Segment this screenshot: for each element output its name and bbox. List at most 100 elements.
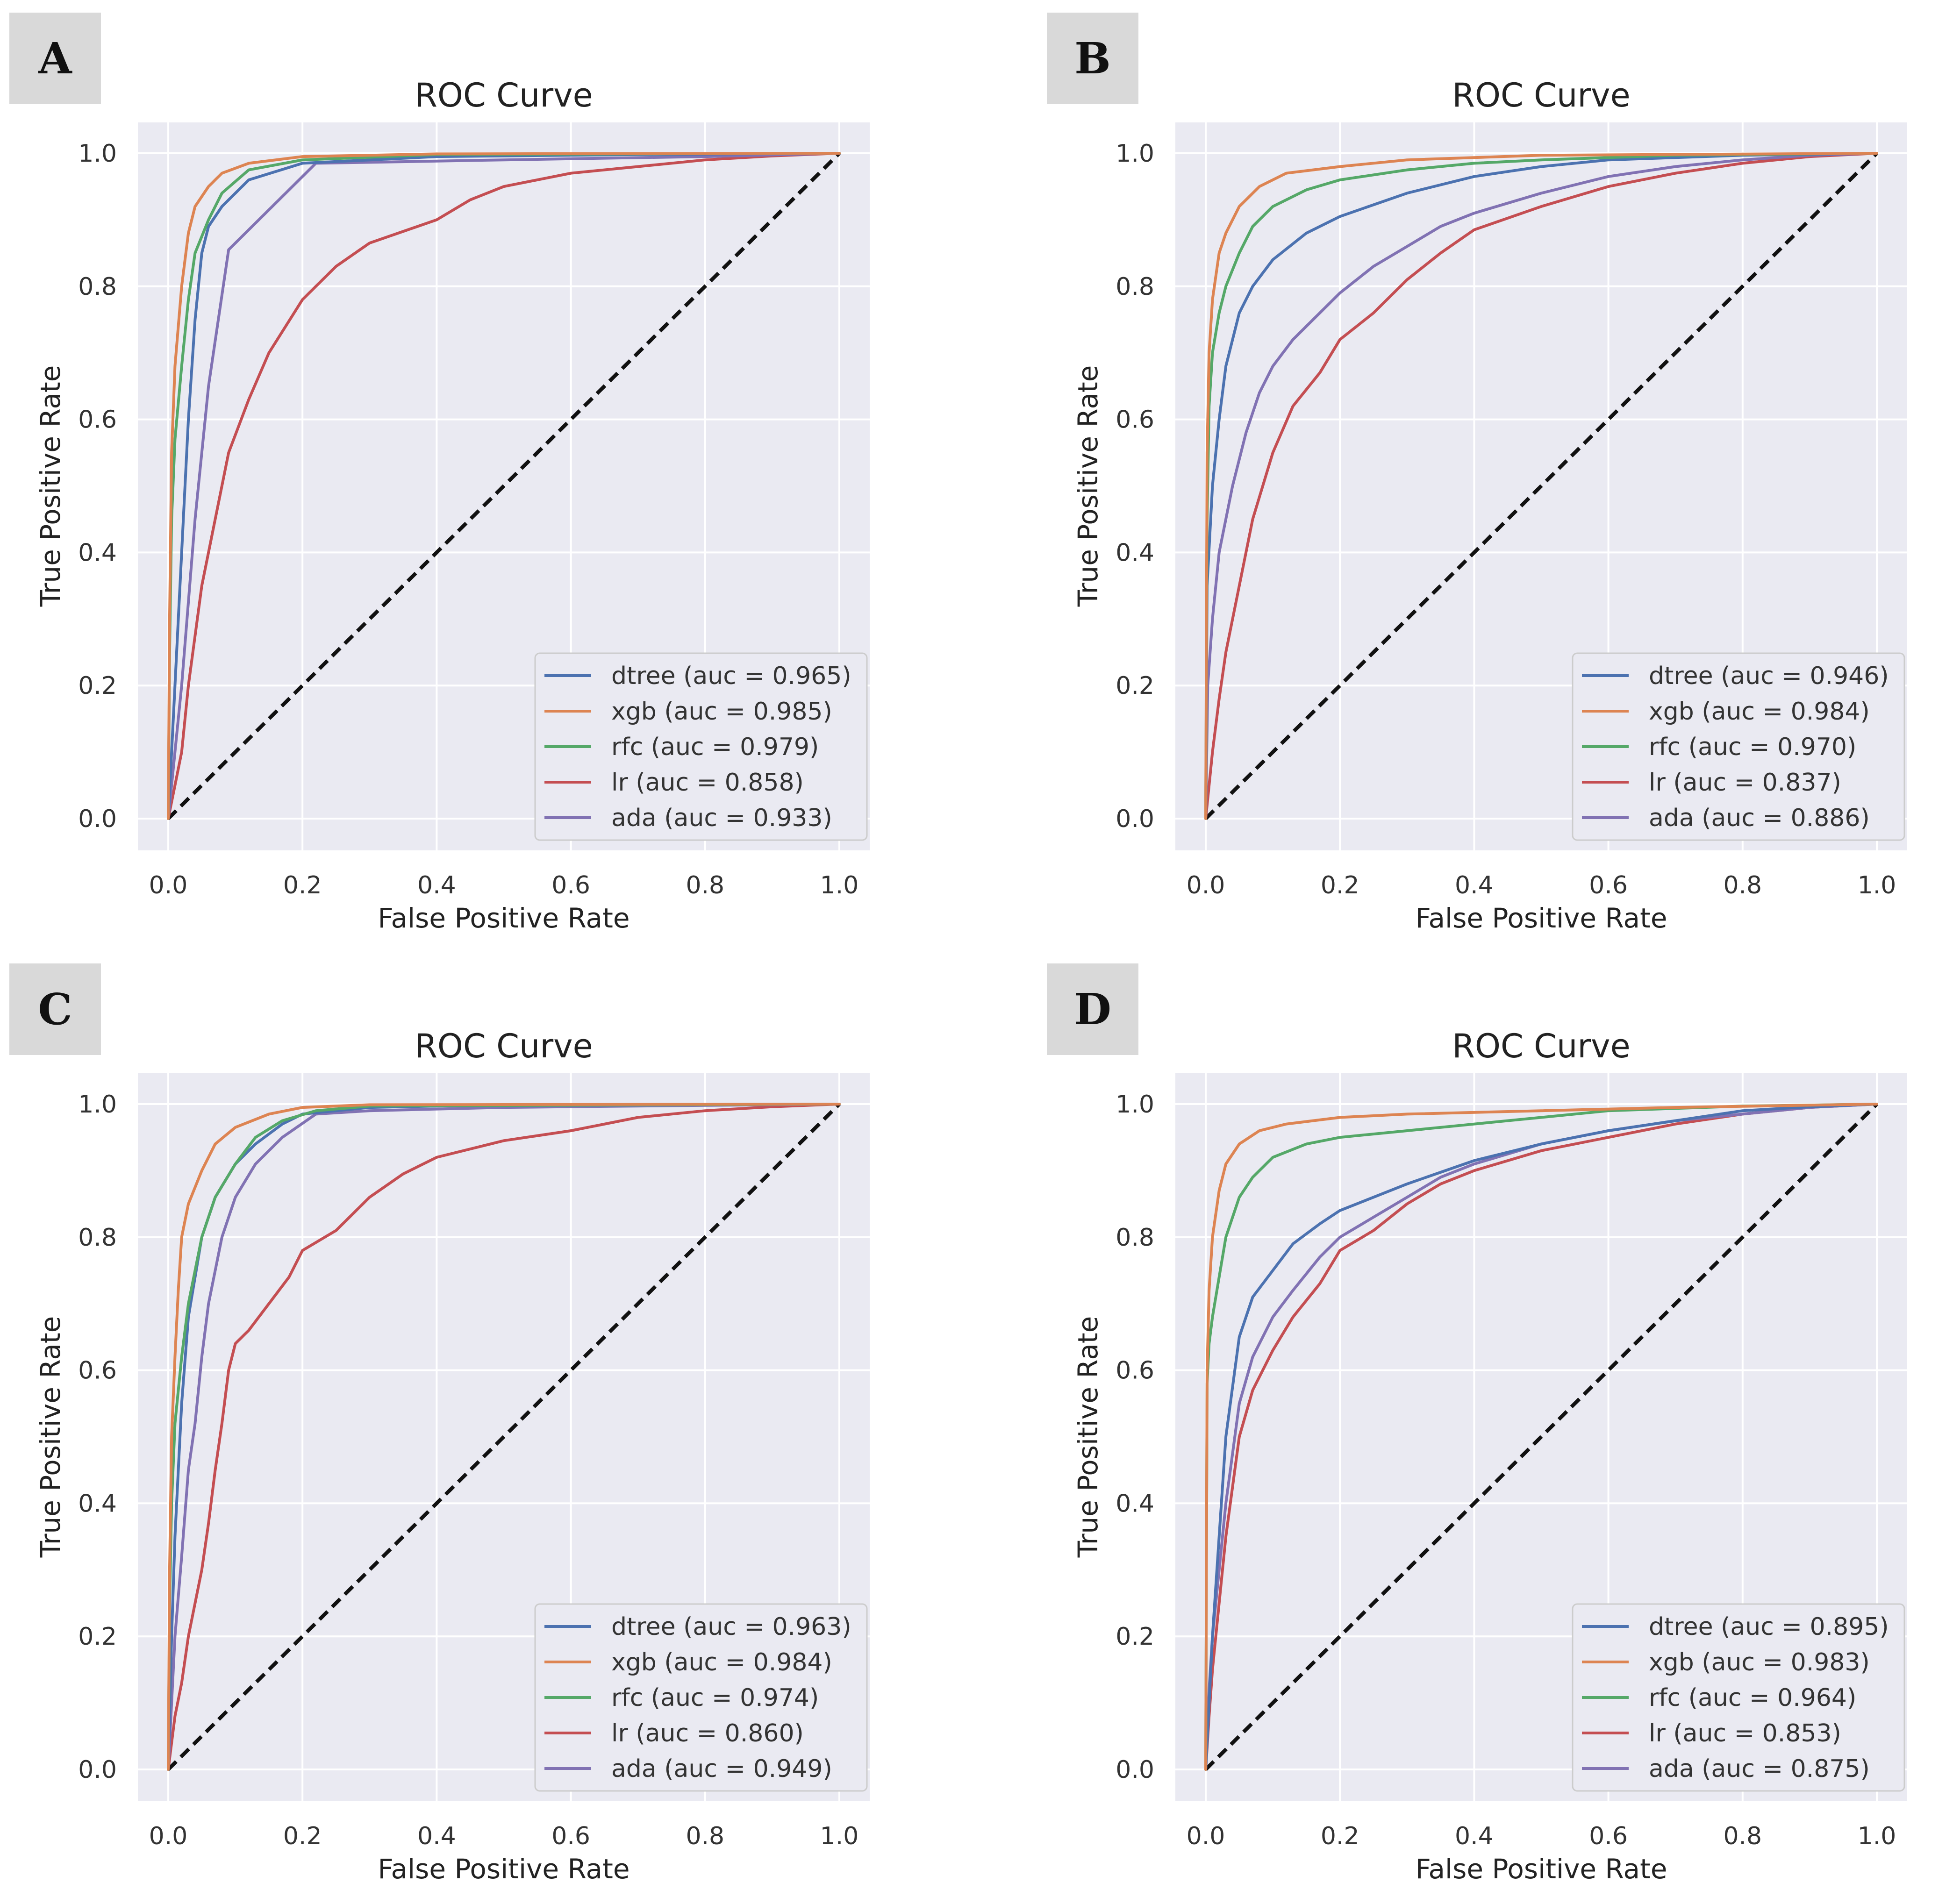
legend-label-dtree: dtree (auc = 0.895) [1649,1613,1889,1641]
chance-diagonal-line [1204,152,1878,820]
y-tick-label: 0.6 [78,406,117,434]
roc-line-dtree [1204,152,1878,820]
legend-label-xgb: xgb (auc = 0.983) [1649,1648,1870,1676]
roc-panel-c: C 0.0 0.2 0.4 0.6 0.8 1.0 0.0 0.2 0.4 0.6 0.8 1.0 RO… [0,951,1028,1904]
roc-line-rfc [1204,152,1878,820]
x-tick-label: 1.0 [820,1822,859,1850]
x-axis-label: False Positive Rate [378,902,630,934]
legend-label-ada: ada (auc = 0.933) [611,804,832,832]
legend: dtree (auc = 0.895) xgb (auc = 0.983) rfc … [1572,1603,1905,1792]
chance-diagonal-line [167,152,841,820]
y-tick-label: 0.6 [78,1357,117,1385]
panel-letter-c: C [9,963,101,1055]
x-axis-label: False Positive Rate [378,1853,630,1885]
panel-letter-d: D [1047,963,1138,1055]
legend-label-rfc: rfc (auc = 0.970) [1649,733,1856,761]
y-axis-label: True Positive Rate [35,365,66,607]
x-tick-label: 0.2 [1321,1822,1359,1850]
x-tick-label: 0.0 [149,1822,188,1850]
y-axis-label: True Positive Rate [35,1316,66,1558]
legend-label-xgb: xgb (auc = 0.984) [611,1648,832,1676]
legend-label-rfc: rfc (auc = 0.974) [611,1684,819,1712]
legend-frame [534,652,868,841]
x-axis-label: False Positive Rate [1415,902,1667,934]
legend-label-lr: lr (auc = 0.860) [611,1719,804,1747]
x-tick-label: 0.8 [686,1822,724,1850]
y-axis-label: True Positive Rate [1072,365,1104,607]
roc-line-lr [1204,152,1878,820]
roc-line-xgb [1204,1103,1878,1771]
roc-chart-a: 0.0 0.2 0.4 0.6 0.8 1.0 0.0 0.2 0.4 0.6 0.8 1.0 ROC … [35,76,870,934]
roc-line-ada [1204,152,1878,820]
x-axis-label: False Positive Rate [1415,1853,1667,1885]
roc-line-lr [1204,1103,1878,1771]
y-tick-label: 0.4 [78,1490,117,1518]
y-tick-label: 0.0 [1116,1756,1154,1784]
roc-chart-d: 0.0 0.2 0.4 0.6 0.8 1.0 0.0 0.2 0.4 0.6 0.8 1.0 ROC … [1072,1027,1907,1885]
y-tick-label: 0.2 [1116,672,1154,700]
legend-label-xgb: xgb (auc = 0.985) [611,698,832,726]
legend-label-xgb: xgb (auc = 0.984) [1649,698,1870,726]
x-tick-label: 0.6 [1589,1822,1628,1850]
roc-line-lr [167,1103,841,1771]
roc-chart-b: 0.0 0.2 0.4 0.6 0.8 1.0 0.0 0.2 0.4 0.6 0.8 1.0 ROC … [1072,76,1907,934]
roc-line-rfc [1204,1103,1878,1771]
legend-label-dtree: dtree (auc = 0.965) [611,662,851,690]
x-tick-label: 0.8 [1723,1822,1762,1850]
x-tick-label: 0.6 [1589,871,1628,899]
y-tick-label: 0.2 [1116,1623,1154,1651]
x-tick-label: 0.4 [1455,1822,1494,1850]
roc-chart-c: 0.0 0.2 0.4 0.6 0.8 1.0 0.0 0.2 0.4 0.6 0.8 1.0 ROC … [35,1027,870,1885]
y-tick-label: 0.6 [1116,406,1154,434]
chart-title: ROC Curve [1452,76,1630,114]
chart-title: ROC Curve [415,76,593,114]
y-tick-label: 0.4 [78,539,117,567]
y-tick-label: 0.6 [1116,1357,1154,1385]
x-tick-label: 0.8 [686,871,724,899]
y-tick-label: 0.0 [78,805,117,833]
y-tick-label: 0.2 [78,1623,117,1651]
legend-label-ada: ada (auc = 0.875) [1649,1755,1870,1783]
x-tick-label: 0.0 [1187,1822,1225,1850]
y-tick-label: 0.4 [1116,539,1154,567]
x-tick-label: 0.4 [417,1822,456,1850]
y-tick-label: 0.8 [1116,1224,1154,1252]
x-tick-label: 0.8 [1723,871,1762,899]
x-tick-label: 0.6 [551,1822,590,1850]
legend-label-ada: ada (auc = 0.949) [611,1755,832,1783]
y-tick-label: 1.0 [1116,140,1154,168]
roc-panel-b: B 0.0 0.2 0.4 0.6 0.8 1.0 0.0 0.2 0.4 0.6 0.8 1.0 RO… [1037,0,1953,953]
chart-title: ROC Curve [415,1027,593,1065]
legend-label-ada: ada (auc = 0.886) [1649,804,1870,832]
y-tick-label: 0.0 [1116,805,1154,833]
y-tick-label: 0.8 [1116,273,1154,301]
roc-line-xgb [167,1103,841,1771]
x-tick-label: 0.4 [417,871,456,899]
legend-label-dtree: dtree (auc = 0.963) [611,1613,851,1641]
panel-letter-a: A [9,13,101,104]
roc-line-xgb [1204,152,1878,820]
legend-label-dtree: dtree (auc = 0.946) [1649,662,1889,690]
chance-diagonal-line [1204,1103,1878,1771]
x-tick-label: 0.2 [283,1822,322,1850]
roc-panel-a: A 0.0 0.2 0.4 0.6 0.8 1.0 0.0 0.2 0.4 0.6 0.8 1.0 RO… [0,0,1028,953]
x-tick-label: 1.0 [820,871,859,899]
legend-label-lr: lr (auc = 0.837) [1649,769,1841,797]
panel-letter-b: B [1047,13,1138,104]
y-tick-label: 1.0 [78,1091,117,1119]
legend-label-rfc: rfc (auc = 0.979) [611,733,819,761]
y-axis-label: True Positive Rate [1072,1316,1104,1558]
y-tick-label: 0.4 [1116,1490,1154,1518]
x-tick-label: 1.0 [1858,871,1896,899]
x-tick-label: 0.4 [1455,871,1494,899]
legend-frame [1572,652,1905,841]
legend: dtree (auc = 0.946) xgb (auc = 0.984) rfc … [1572,652,1905,841]
legend: dtree (auc = 0.965) xgb (auc = 0.985) rfc … [534,652,868,841]
roc-line-dtree [167,152,841,820]
x-tick-label: 0.2 [1321,871,1359,899]
x-tick-label: 0.6 [551,871,590,899]
x-tick-label: 0.2 [283,871,322,899]
x-tick-label: 0.0 [1187,871,1225,899]
y-tick-label: 0.0 [78,1756,117,1784]
y-tick-label: 1.0 [78,140,117,168]
